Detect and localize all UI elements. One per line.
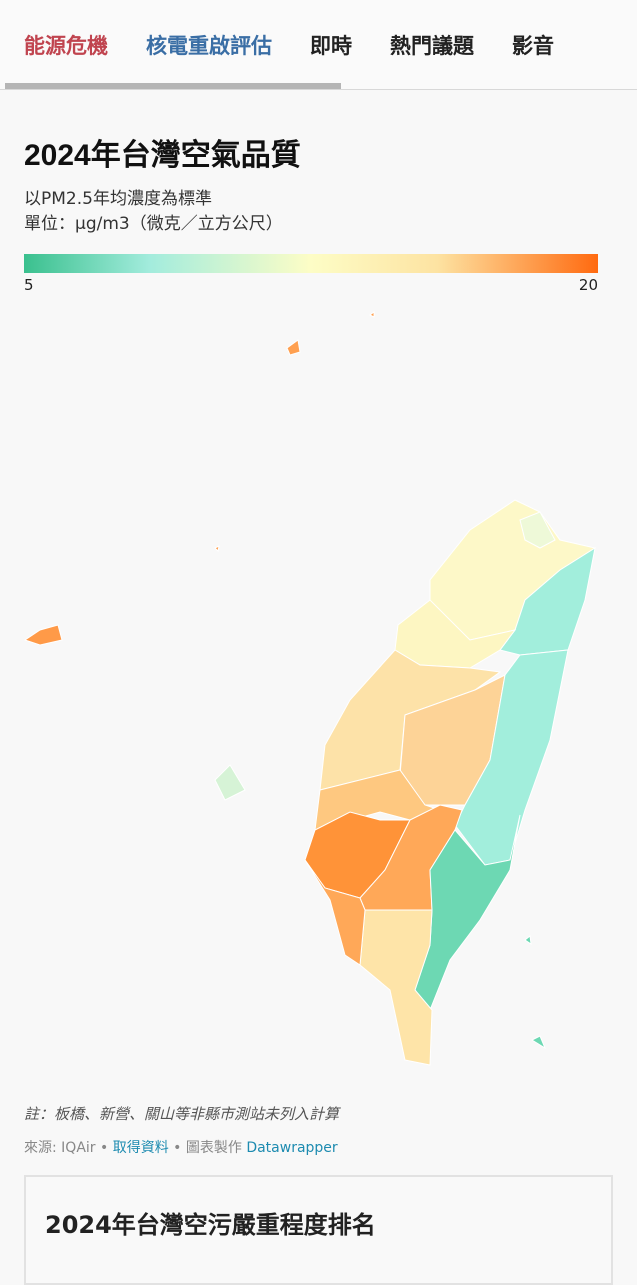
source-line: 來源: IQAir • 取得資料 • 圖表製作 Datawrapper xyxy=(24,1137,338,1157)
ranking-title: 2024年台灣空污嚴重程度排名 xyxy=(45,1211,376,1239)
nav-hot-topics[interactable]: 熱門議題 xyxy=(390,34,474,58)
source: 來源: IQAir • xyxy=(24,1140,113,1156)
map-region[interactable] xyxy=(524,935,532,946)
map-region[interactable] xyxy=(286,339,301,356)
taiwan-map xyxy=(23,311,597,1066)
map-region[interactable] xyxy=(23,624,63,646)
map-region[interactable] xyxy=(214,764,246,801)
get-data-link[interactable]: 取得資料 xyxy=(112,1140,169,1156)
map-region[interactable] xyxy=(369,311,375,318)
color-legend xyxy=(24,254,598,273)
map-region[interactable] xyxy=(530,1035,547,1050)
unit-line: 單位：μg/m3（微克／立方公尺） xyxy=(24,214,283,234)
subtitle-line: 以PM2.5年均濃度為標準 xyxy=(24,189,212,209)
map-region[interactable] xyxy=(519,511,556,549)
chart-title: 2024年台灣空氣品質 xyxy=(24,139,301,172)
nav-nuclear-restart[interactable]: 核電重啟評估 xyxy=(146,34,272,58)
map-region[interactable] xyxy=(359,909,433,1066)
nav-energy-crisis[interactable]: 能源危機 xyxy=(24,34,108,58)
ranking-card: 2024年台灣空污嚴重程度排名 xyxy=(24,1175,613,1285)
chart-subtitle: 以PM2.5年均濃度為標準單位：μg/m3（微克／立方公尺） xyxy=(24,187,283,237)
nav-scrollbar[interactable] xyxy=(5,83,341,89)
made-with: • 圖表製作 xyxy=(168,1140,247,1156)
legend-max: 20 xyxy=(578,276,598,294)
datawrapper-link[interactable]: Datawrapper xyxy=(246,1140,338,1156)
map-region[interactable] xyxy=(214,545,220,553)
footnote: 註：板橋、新營、關山等非縣市測站未列入計算 xyxy=(24,1105,340,1123)
legend-min: 5 xyxy=(24,276,34,294)
map-region[interactable] xyxy=(304,859,366,966)
nav-realtime[interactable]: 即時 xyxy=(310,34,352,58)
top-nav: 能源危機 核電重啟評估 即時 熱門議題 影音 xyxy=(0,0,637,90)
nav-video[interactable]: 影音 xyxy=(512,34,554,58)
